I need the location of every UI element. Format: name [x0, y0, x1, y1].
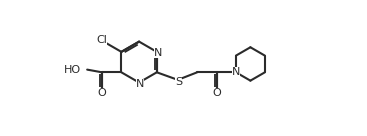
Text: N: N	[136, 78, 144, 89]
Text: O: O	[98, 89, 106, 98]
Text: O: O	[212, 89, 221, 98]
Text: Cl: Cl	[97, 35, 107, 45]
Text: N: N	[154, 48, 162, 58]
Text: N: N	[232, 67, 240, 77]
Text: HO: HO	[64, 65, 81, 75]
Text: S: S	[175, 77, 182, 87]
